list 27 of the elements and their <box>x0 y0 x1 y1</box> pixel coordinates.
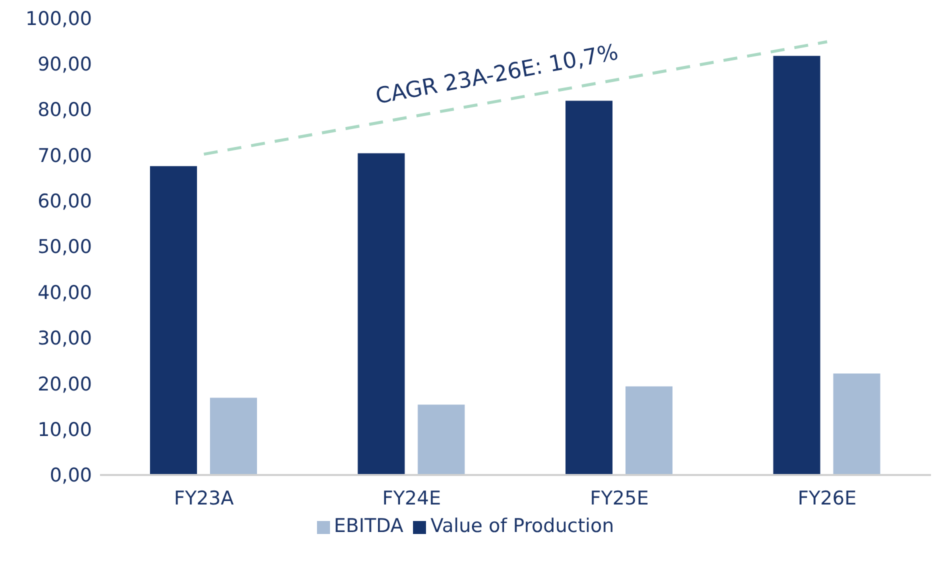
bar <box>566 100 612 475</box>
bar <box>626 386 672 475</box>
y-tick-label: 0,00 <box>50 464 92 487</box>
y-tick-label: 10,00 <box>38 419 92 442</box>
y-tick-label: 90,00 <box>38 53 92 76</box>
y-tick-label: 50,00 <box>38 236 92 258</box>
x-tick-label: FY23A <box>174 487 234 510</box>
y-tick-label: 80,00 <box>38 99 92 122</box>
line-series <box>202 40 829 156</box>
x-tick-label: FY26E <box>798 487 856 510</box>
y-tick-label: 100,00 <box>26 8 92 30</box>
y-tick-label: 20,00 <box>38 373 92 396</box>
legend-label: Value of Production <box>430 515 614 537</box>
annotation: CAGR 23A-26E: 10,7% <box>374 40 620 110</box>
y-tick-label: 70,00 <box>38 144 92 167</box>
y-tick-label: 40,00 <box>38 282 92 304</box>
bar <box>210 398 257 475</box>
bar <box>833 374 880 475</box>
x-tick-label: FY25E <box>590 487 649 510</box>
bar <box>358 153 405 475</box>
y-tick-label: 60,00 <box>38 190 92 213</box>
y-tick-label: 30,00 <box>38 328 92 350</box>
x-tick-label: FY24E <box>382 487 441 510</box>
legend-label: EBITDA <box>334 515 404 537</box>
bar <box>150 166 197 475</box>
bar <box>773 56 820 475</box>
bar <box>418 404 465 475</box>
